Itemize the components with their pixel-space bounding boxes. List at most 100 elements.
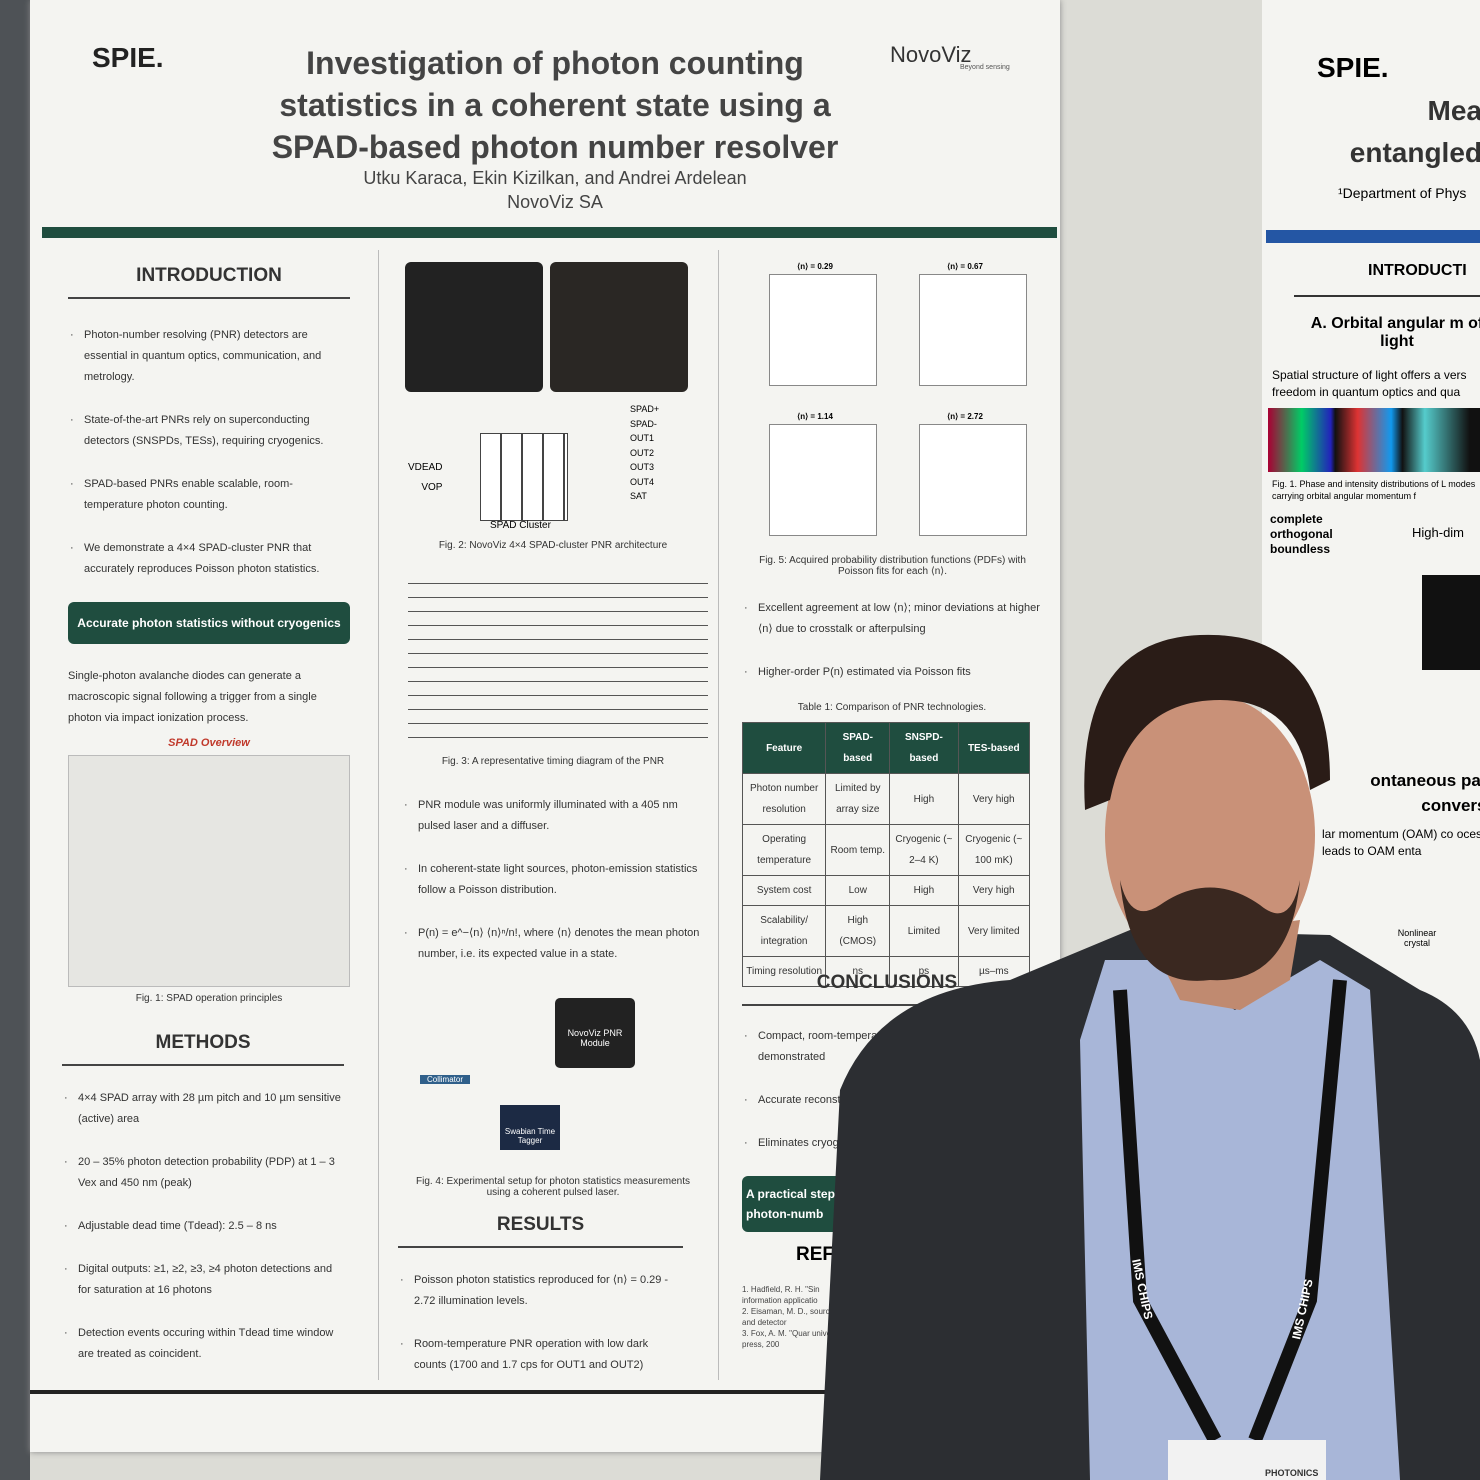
spad-grid	[480, 433, 568, 521]
bullet: P(n) = e^−⟨n⟩ ⟨n⟩ⁿ/n!, where ⟨n⟩ denotes…	[402, 923, 712, 965]
bullet: PNR module was uniformly illuminated wit…	[402, 795, 712, 837]
line: Investigation of photon counting	[306, 45, 804, 81]
label: SPAD Cluster	[490, 520, 551, 531]
text: High-dim	[1412, 525, 1465, 540]
bullet-list: Photon-number resolving (PNR) detectors …	[68, 325, 350, 580]
timing-diagram	[408, 570, 708, 740]
caption: Fig. 4: Experimental setup for photon st…	[415, 1176, 690, 1198]
column-rule	[378, 250, 379, 1380]
line: statistics in a coherent state using a	[279, 87, 831, 123]
brand-tagline: Beyond sensing	[960, 64, 1010, 71]
table-cell: Photon number resolution	[741, 773, 827, 825]
line: 2. Eisaman, M. D., sources and detector	[742, 1307, 839, 1327]
panel-plot	[919, 274, 1027, 386]
table-cell: Cryogenic (~ 2–4 K)	[889, 824, 959, 876]
image	[1268, 408, 1480, 472]
logo: SPIE.	[1317, 52, 1389, 83]
paragraph: Single-photon avalanche diodes can gener…	[68, 670, 317, 724]
collimator: Collimator	[420, 1075, 470, 1084]
section-heading: INTRODUCTION	[68, 265, 350, 299]
line: Mea	[1427, 95, 1480, 126]
section-heading: REF	[796, 1244, 834, 1265]
line: OUT4	[630, 476, 655, 487]
table-header: SNSPD-based	[889, 722, 959, 774]
bullet: Digital outputs: ≥1, ≥2, ≥3, ≥4 photon d…	[62, 1259, 344, 1301]
figure	[68, 755, 350, 987]
bullet: SPAD-based PNRs enable scalable, room-te…	[68, 474, 350, 516]
table-header: Feature	[741, 722, 827, 774]
title: Investigation of photon counting statisti…	[180, 42, 930, 168]
line: 1. Hadfield, R. H. "Sin information appl…	[742, 1285, 820, 1305]
table-cell: Timing resolution	[741, 956, 827, 987]
column-rule	[718, 250, 719, 1380]
bullet: Higher-order P(n) estimated via Poisson …	[742, 662, 1042, 683]
subheading: A. Orbital angular m of light	[1310, 315, 1480, 350]
fig5-panel: ⟨n⟩ = 0.29	[745, 262, 885, 402]
text: lar momentum (OAM) co ocess leads to OAM…	[1322, 827, 1480, 858]
figure-title: SPAD Overview	[168, 737, 250, 749]
line: 3. Fox, A. M. "Quar university press, 20…	[742, 1329, 846, 1349]
table-cell: Operating temperature	[741, 824, 827, 876]
fig5-panel: ⟨n⟩ = 1.14	[745, 412, 885, 552]
bottom-rule	[30, 1390, 1060, 1394]
bullet: We demonstrate a 4×4 SPAD-cluster PNR th…	[68, 538, 350, 580]
bullet: In coherent-state light sources, photon-…	[402, 859, 712, 901]
bullet-list: 4×4 SPAD array with 28 µm pitch and 10 µ…	[62, 1088, 344, 1365]
bullet-list: PNR module was uniformly illuminated wit…	[402, 795, 712, 965]
bullet: State-of-the-art PNRs rely on supercondu…	[68, 410, 350, 452]
section-heading: INTRODUCTI	[1368, 262, 1467, 279]
highlight: Accurate photon statistics without cryog…	[68, 602, 350, 644]
section-heading: RESULTS	[398, 1214, 683, 1248]
label: Nonlinear crystal	[1397, 928, 1437, 948]
table-cell: High	[889, 875, 959, 906]
bullet: Excellent agreement at low ⟨n⟩; minor de…	[742, 598, 1042, 640]
line: OUT3	[630, 462, 655, 472]
poster: SPIE. NovoViz Beyond sensing Investigati…	[30, 0, 1060, 1452]
affiliation: NovoViz SA	[507, 192, 603, 212]
fig5-panel: ⟨n⟩ = 2.72	[895, 412, 1035, 552]
authors: Utku Karaca, Ekin Kizilkan, and Andrei A…	[363, 168, 747, 188]
board-image	[405, 262, 543, 392]
divider	[42, 227, 1057, 238]
comparison-table: Feature SPAD-based SNSPD-based TES-based Pho…	[741, 722, 1031, 987]
table-row: Photon number resolution Limited by array…	[741, 773, 1031, 825]
line: OUT1	[630, 433, 655, 443]
output-labels: SPAD+ SPAD- OUT1 OUT2 OUT3 OUT4 SAT	[630, 402, 659, 504]
caption: Fig. 5: Acquired probability distributio…	[759, 555, 1026, 577]
caption: Fig. 1: SPAD operation principles	[135, 993, 283, 1004]
divider	[1266, 230, 1480, 243]
lanyard	[1113, 979, 1347, 1444]
rule	[1294, 295, 1480, 297]
table-cell: ns	[825, 956, 891, 987]
bullet: Detection events occuring within Tdead t…	[62, 1323, 344, 1365]
table-cell: High (CMOS)	[825, 905, 891, 957]
affiliation: ¹Department of Phys	[1338, 185, 1467, 201]
poster-frame	[0, 0, 30, 1480]
bullet: 20 – 35% photon detection probability (P…	[62, 1152, 344, 1194]
fig5-panel: ⟨n⟩ = 0.67	[895, 262, 1035, 402]
line: SAT	[630, 491, 647, 501]
table-cell: Cryogenic (~ 100 mK)	[957, 824, 1031, 876]
fig5-grid: ⟨n⟩ = 0.29 ⟨n⟩ = 0.67 ⟨n⟩ = 1.14 ⟨n⟩ = 2.72	[745, 262, 1040, 552]
line: SPAD-based photon number resolver	[271, 129, 839, 165]
line: OUT2	[630, 447, 655, 458]
title: Mea entangled	[1322, 90, 1480, 174]
caption: Fig. 2: NovoViz 4×4 SPAD-cluster PNR arc…	[438, 540, 668, 551]
bullet-list: Excellent agreement at low ⟨n⟩; minor de…	[742, 598, 1042, 683]
bullet: 4×4 SPAD array with 28 µm pitch and 10 µ…	[62, 1088, 344, 1130]
table-row: Scalability/ integration High (CMOS) Limit…	[741, 905, 1031, 957]
table-row: Operating temperature Room temp. Cryogenic…	[741, 824, 1031, 876]
table-cell: Very high	[957, 875, 1031, 906]
hair	[1084, 634, 1330, 810]
line: VOP	[421, 482, 443, 493]
line: entangled	[1349, 137, 1480, 168]
brand: NovoViz	[890, 42, 972, 67]
text: Spatial structure of light offers a vers…	[1272, 368, 1467, 399]
bullet: Room-temperature PNR operation with low …	[398, 1334, 683, 1376]
logo: SPIE.	[92, 42, 164, 73]
table-cell: Scalability/ integration	[741, 905, 827, 957]
image	[1422, 575, 1480, 670]
panel-title: ⟨n⟩ = 0.29	[797, 262, 833, 271]
table-cell: Room temp.	[825, 824, 891, 876]
